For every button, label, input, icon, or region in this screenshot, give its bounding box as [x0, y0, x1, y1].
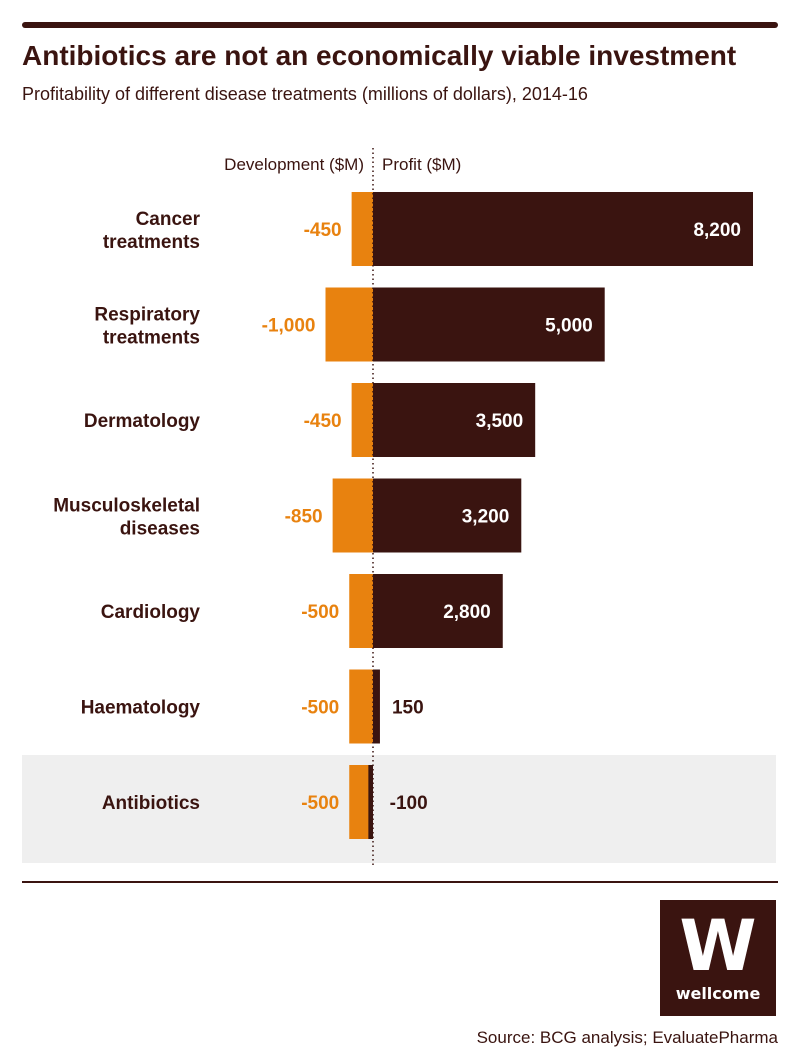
development-value-label: -1,000 — [262, 316, 316, 337]
development-value-label: -500 — [301, 602, 339, 623]
development-bar — [351, 192, 373, 266]
profit-bar — [373, 383, 536, 457]
development-value-label: -450 — [304, 411, 342, 432]
source-note: Source: BCG analysis; EvaluatePharma — [476, 1028, 778, 1047]
profit-bar — [373, 574, 503, 648]
development-heading: Development ($M) — [224, 155, 364, 174]
diverging-bar-chart: Development ($M) Profit ($M)Cancer treatme… — [22, 148, 776, 866]
profit-bar — [373, 192, 753, 266]
development-bar — [349, 574, 373, 648]
profit-value-label: 8,200 — [693, 220, 741, 241]
profit-bar — [373, 669, 380, 744]
wellcome-logo: W wellcome — [660, 900, 776, 1016]
profit-value-label: 3,500 — [476, 411, 524, 432]
development-bar — [325, 287, 373, 362]
profit-bar — [373, 478, 522, 553]
development-bar — [351, 383, 373, 457]
category-label: Cardiology — [101, 602, 201, 623]
wellcome-logo-text: wellcome — [675, 984, 761, 1003]
category-label-line: Respiratory — [94, 305, 200, 326]
profit-heading: Profit ($M) — [382, 155, 461, 174]
category-label-line: treatments — [103, 232, 200, 253]
category-label: Respiratory treatments — [94, 305, 200, 349]
bottom-rule — [22, 881, 778, 883]
development-bar — [349, 669, 373, 744]
profit-value-label: 3,200 — [462, 507, 510, 528]
chart-subtitle: Profitability of different disease treat… — [22, 84, 588, 104]
category-label: Antibiotics — [102, 793, 200, 814]
category-label: Cancer treatments — [103, 209, 201, 253]
antibiotics-highlight-band — [22, 755, 776, 863]
profit-value-label: 5,000 — [545, 316, 593, 337]
development-value-label: -500 — [301, 698, 339, 719]
profit-bar — [368, 765, 373, 839]
development-value-label: -450 — [304, 220, 342, 241]
category-label-line: treatments — [103, 328, 200, 349]
development-bar — [349, 765, 373, 839]
profit-value-label: 2,800 — [443, 602, 491, 623]
development-value-label: -850 — [285, 507, 323, 528]
category-label-line: Cancer — [136, 209, 201, 230]
category-label-line: Dermatology — [84, 411, 201, 432]
development-bar — [332, 478, 373, 553]
category-label-line: Musculoskeletal — [53, 496, 200, 517]
category-label-line: Antibiotics — [102, 793, 200, 814]
chart-title: Antibiotics are not an economically viab… — [22, 40, 737, 71]
wellcome-logo-mark: W — [679, 905, 757, 987]
top-rule — [22, 22, 778, 28]
category-label-line: Cardiology — [101, 602, 201, 623]
category-label: Dermatology — [84, 411, 201, 432]
profit-value-label: -100 — [390, 793, 428, 814]
category-label: Haematology — [81, 698, 201, 719]
profit-bar — [373, 287, 605, 362]
category-label-line: diseases — [120, 519, 200, 540]
development-value-label: -500 — [301, 793, 339, 814]
category-label-line: Haematology — [81, 698, 201, 719]
profit-value-label: 150 — [392, 698, 424, 719]
category-label: Musculoskeletal diseases — [53, 496, 200, 540]
